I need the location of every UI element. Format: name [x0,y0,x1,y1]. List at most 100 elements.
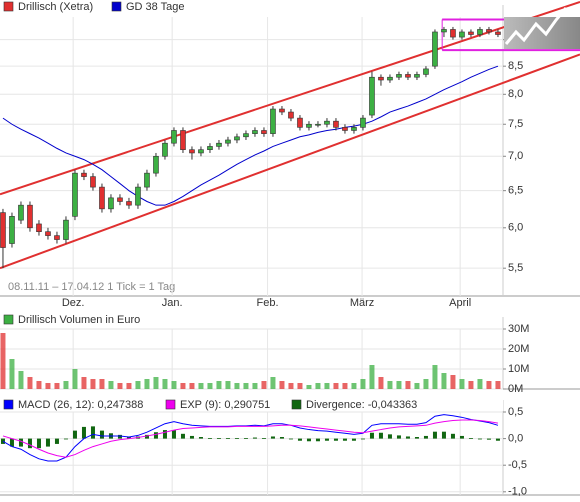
forecast-zigzag [504,7,568,45]
candle-body [198,149,204,154]
panel: -1,0 -0,5 0,0 0,5 MACD (26, 12): 0,247388 EXP… [0,398,580,498]
volume-bar [396,381,402,389]
candle-body [72,172,78,217]
candle-body [63,219,69,240]
divergence-bar [180,433,185,439]
volume-bar [198,383,204,389]
volume-bar [270,377,276,389]
divergence-bar [198,437,203,439]
divergence-bar [81,426,86,439]
candle-body [27,204,33,229]
divergence-bar [252,437,257,439]
volume-bar [153,377,159,389]
y-tick-label: -1,0 [508,486,527,498]
divergence-bar [126,437,131,439]
volume-bar [36,381,42,389]
legend-swatch [165,399,176,410]
candle-body [432,31,438,67]
legend-label: Drillisch Volumen in Euro [18,314,140,326]
candle-body [306,123,312,128]
candle-body [189,149,195,154]
divergence-bar [216,438,221,439]
divergence-bar [315,438,320,442]
candle-body [81,172,87,177]
volume-bar [468,381,474,389]
legend-swatch [3,1,14,12]
legend-swatch [3,314,14,325]
panel: 0M 10M 20M 30M Drillisch Volumen in Euro [0,314,580,395]
candle-body [459,31,465,38]
volume-bar [189,383,195,389]
volume-bar [117,383,123,389]
divergence-bar [171,430,176,439]
candle-body [387,76,393,81]
legend-label: EXP (9): 0,290751 [180,399,270,411]
divergence-bar [468,438,473,439]
legend-label: MACD (26, 12): 0,247388 [18,399,143,411]
y-tick-label: 8,5 [508,60,523,72]
candle-body [441,29,447,33]
candle-body [54,235,60,240]
divergence-bar [459,435,464,439]
volume-bar [180,383,186,389]
volume-bar [351,383,357,389]
volume-bar [486,381,492,389]
y-tick-label: 20M [508,343,529,355]
divergence-bar [54,438,59,444]
candle-body [486,29,492,33]
volume-bar [243,383,249,389]
divergence-bar [495,438,500,441]
divergence-bar [189,435,194,439]
volume-bar [342,383,348,389]
volume-bar [360,379,366,389]
indicator-line [2,419,499,458]
candle-body [153,155,159,174]
panel: 5,56,06,57,07,58,08,59,0Dez.Jan.Feb.März… [0,1,580,309]
volume-bar [297,383,303,389]
candle-body [261,130,267,134]
legend-label: Divergence: -0,043363 [306,399,417,411]
y-tick-label: 8,0 [508,88,523,100]
volume-bar [72,369,78,389]
divergence-bar [297,438,302,441]
volume-bar [108,381,114,389]
candle-body [297,117,303,128]
legend-label: GD 38 Tage [126,1,185,13]
volume-bar [495,381,501,389]
divergence-bar [405,436,410,439]
volume-bar [306,385,312,389]
candle-body [279,108,285,113]
volume-bar [369,365,375,389]
legend-swatch [291,399,302,410]
candle-body [225,139,231,144]
volume-bar [414,383,420,389]
divergence-bar [207,438,212,439]
divergence-bar [144,434,149,439]
divergence-bar [387,434,392,439]
candle-body [108,197,114,210]
candle-body [270,108,276,134]
volume-bar [216,381,222,389]
y-tick-label: 0,5 [508,406,523,418]
divergence-bar [441,431,446,439]
candle-body [378,76,384,81]
candle-body [234,136,240,141]
candle-body [207,146,213,150]
candle-body [414,74,420,78]
volume-bar [54,383,60,389]
forecast-area [504,7,580,49]
divergence-bar [486,438,491,440]
volume-bar [0,333,6,389]
divergence-bar [153,432,158,439]
divergence-bar [234,438,239,439]
volume-bar [171,381,177,389]
divergence-bar [9,438,14,447]
x-tick-label: Dez. [62,297,85,309]
divergence-bar [324,438,329,441]
divergence-bar [72,430,77,439]
y-tick-label: 6,0 [508,222,523,234]
divergence-bar [423,435,428,439]
volume-bar [234,383,240,389]
